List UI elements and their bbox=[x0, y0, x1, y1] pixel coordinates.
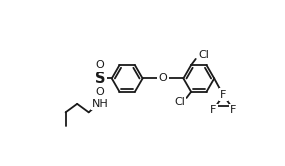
Text: Cl: Cl bbox=[198, 50, 209, 60]
Text: O: O bbox=[159, 73, 167, 83]
Text: F: F bbox=[230, 105, 237, 115]
Text: Cl: Cl bbox=[174, 97, 185, 107]
Text: S: S bbox=[95, 71, 105, 86]
Text: O: O bbox=[96, 60, 105, 70]
Text: O: O bbox=[96, 86, 105, 97]
Text: F: F bbox=[210, 105, 217, 115]
Text: F: F bbox=[220, 90, 227, 100]
Text: NH: NH bbox=[92, 99, 109, 109]
